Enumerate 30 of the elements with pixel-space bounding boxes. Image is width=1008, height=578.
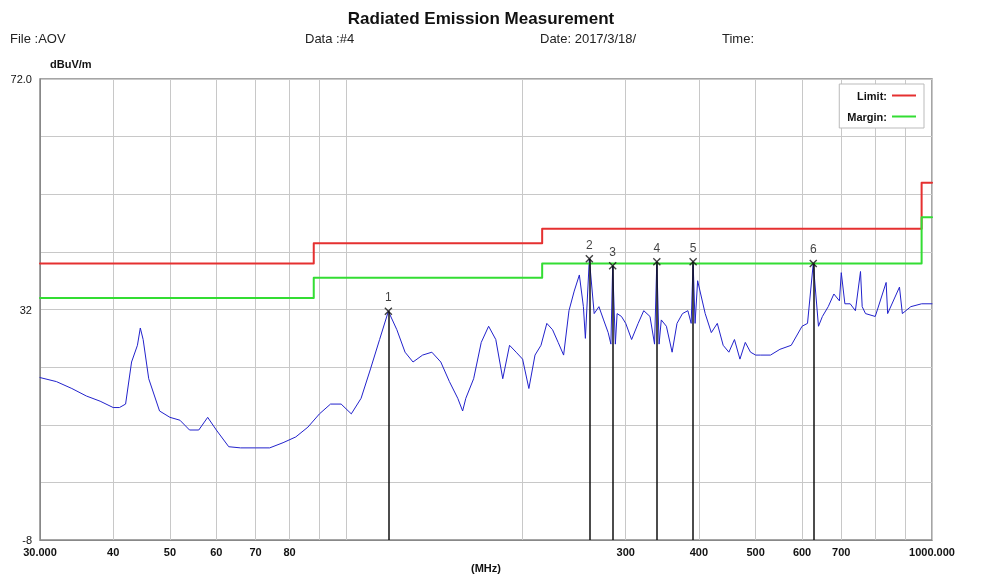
text: Time: <box>722 31 755 46</box>
x-tick-label: 300 <box>616 545 635 558</box>
x-tick-label: 80 <box>283 545 296 558</box>
y-tick-label: -8 <box>22 534 32 547</box>
chart-title: Radiated Emission Measurement <box>347 9 615 28</box>
x-tick-label: 1000.000 <box>909 545 955 558</box>
legend-label: Margin: <box>847 110 887 123</box>
annotation: 2 <box>585 237 593 252</box>
text: Data :#4 <box>305 31 355 46</box>
annotation: 3 <box>609 244 617 259</box>
x-tick-label: 700 <box>832 545 851 558</box>
x-tick-label: 40 <box>107 545 120 558</box>
text: File :AOV <box>10 31 66 46</box>
y-axis-title: dBuV/m <box>50 57 92 70</box>
annotation: 4 <box>653 240 661 255</box>
annotation: 5 <box>689 240 697 255</box>
x-tick-label: 400 <box>689 545 709 558</box>
x-axis-title: (MHz) <box>471 561 502 574</box>
x-tick-label: 500 <box>746 545 765 558</box>
text: Date: 2017/3/18/ <box>540 31 637 46</box>
x-tick-label: 50 <box>163 545 177 558</box>
x-tick-label: 60 <box>210 545 223 558</box>
annotation: 1 <box>385 290 393 305</box>
y-tick-label: 72.0 <box>10 73 32 85</box>
legend-label: Limit: <box>857 89 887 102</box>
x-tick-label: 600 <box>792 545 812 558</box>
y-tick-label: 32 <box>19 303 32 316</box>
x-tick-label: 30.000 <box>23 545 57 558</box>
x-tick-label: 70 <box>249 545 262 558</box>
annotation: 6 <box>809 242 817 257</box>
